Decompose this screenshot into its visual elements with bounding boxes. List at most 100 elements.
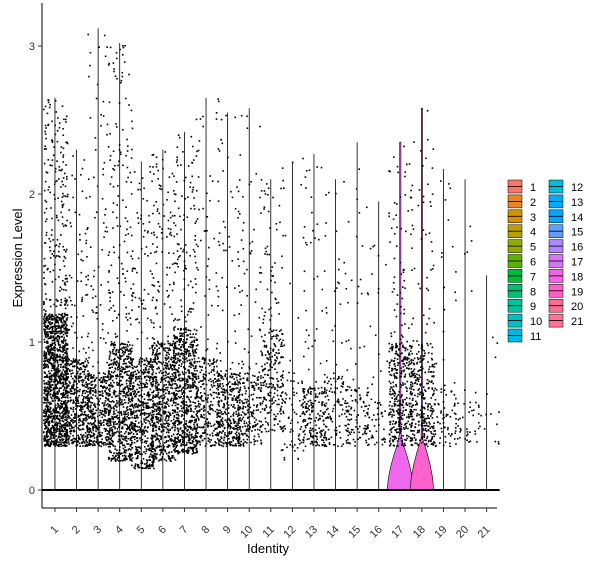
data-point <box>111 428 114 431</box>
data-point <box>92 311 94 313</box>
data-point <box>179 422 181 425</box>
data-point <box>121 54 124 56</box>
data-point <box>112 211 114 213</box>
data-point <box>47 349 50 351</box>
data-point <box>57 320 59 323</box>
data-point <box>45 231 48 234</box>
data-point <box>114 427 116 430</box>
data-point <box>55 327 58 330</box>
data-point <box>85 242 87 245</box>
data-point <box>105 396 107 399</box>
data-point <box>99 434 102 436</box>
data-point <box>46 331 48 334</box>
data-point <box>82 405 85 408</box>
data-point <box>81 296 84 299</box>
data-point <box>181 436 183 438</box>
data-point <box>162 448 165 451</box>
data-point <box>63 345 66 348</box>
data-point <box>160 452 162 454</box>
data-point <box>171 172 174 175</box>
data-point <box>122 164 124 167</box>
data-point <box>148 347 151 350</box>
data-point <box>138 390 140 393</box>
data-point <box>137 371 140 374</box>
data-point <box>73 421 76 423</box>
data-point <box>172 399 174 402</box>
data-point <box>64 313 66 316</box>
data-point <box>85 419 87 422</box>
data-point <box>72 437 75 440</box>
data-point <box>61 312 64 315</box>
data-point <box>109 350 111 353</box>
data-point <box>47 335 49 337</box>
data-point <box>158 440 160 442</box>
data-point <box>123 413 125 415</box>
data-point <box>184 244 187 246</box>
data-point <box>159 187 161 190</box>
data-point <box>52 384 54 386</box>
data-point <box>157 281 159 283</box>
data-point <box>44 330 47 333</box>
data-point <box>123 417 125 419</box>
data-point <box>119 452 121 454</box>
data-point <box>94 420 96 422</box>
data-point <box>168 380 170 383</box>
data-point <box>143 363 145 366</box>
data-point <box>137 188 139 191</box>
data-point <box>48 313 51 316</box>
data-point <box>49 390 52 393</box>
data-point <box>127 389 130 391</box>
data-point <box>151 361 154 363</box>
data-point <box>44 323 46 326</box>
data-point <box>68 437 70 439</box>
data-point <box>67 400 69 403</box>
data-point <box>183 435 186 438</box>
data-point <box>121 452 123 455</box>
data-point <box>62 403 64 405</box>
data-point <box>52 416 55 418</box>
data-point <box>190 390 192 392</box>
data-point <box>97 398 99 401</box>
data-point <box>142 307 145 310</box>
data-point <box>119 225 122 228</box>
data-point <box>187 350 189 352</box>
data-point <box>185 404 188 406</box>
data-point <box>75 402 77 405</box>
data-point <box>50 257 52 259</box>
data-point <box>158 446 160 448</box>
data-point <box>80 280 82 283</box>
data-point <box>65 344 68 346</box>
data-point <box>58 276 60 278</box>
data-point <box>144 253 146 255</box>
data-point <box>110 307 112 309</box>
data-point <box>99 391 102 393</box>
data-point <box>51 120 53 123</box>
data-point <box>62 444 64 447</box>
data-point <box>81 406 83 408</box>
data-point <box>56 350 59 352</box>
data-point <box>52 349 55 351</box>
data-point <box>49 433 52 436</box>
data-point <box>125 391 128 394</box>
data-point <box>155 447 157 449</box>
data-point <box>104 415 106 417</box>
data-point <box>63 283 66 285</box>
data-point <box>64 307 67 310</box>
data-point <box>118 392 121 395</box>
data-point <box>116 423 119 425</box>
data-point <box>54 256 57 259</box>
data-point <box>78 438 80 440</box>
data-point <box>112 246 115 248</box>
data-point <box>66 343 69 345</box>
data-point <box>60 403 63 406</box>
data-point <box>44 424 46 427</box>
data-point <box>76 370 79 373</box>
data-point <box>173 401 175 403</box>
data-point <box>63 425 66 427</box>
data-point <box>161 456 164 458</box>
data-point <box>137 455 139 457</box>
data-point <box>89 374 91 377</box>
data-point <box>125 410 127 413</box>
data-point <box>53 323 56 326</box>
data-point <box>142 402 144 404</box>
